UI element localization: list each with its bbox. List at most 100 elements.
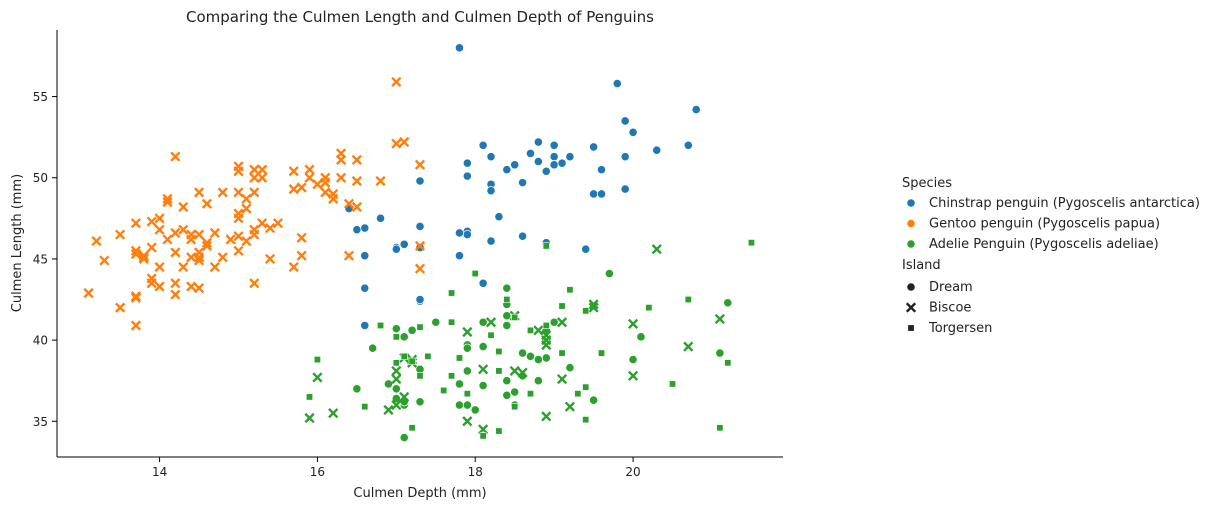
data-point [463, 390, 471, 398]
data-point [391, 373, 402, 385]
legend-label-island: Biscoe [929, 301, 971, 316]
legend-marker [905, 302, 917, 313]
data-point [193, 187, 205, 198]
data-point [542, 242, 550, 250]
data-point [257, 164, 268, 175]
data-point [462, 171, 472, 181]
x-tick-label: 18 [468, 465, 483, 479]
data-point [509, 365, 520, 377]
data-point [582, 307, 590, 315]
legend-marker [906, 239, 916, 249]
data-point [684, 296, 692, 304]
data-point [408, 424, 416, 432]
data-point [542, 321, 550, 329]
data-point [669, 380, 677, 388]
data-point [636, 332, 646, 342]
data-point [335, 154, 347, 165]
data-point [91, 235, 102, 247]
data-point [391, 324, 401, 334]
y-ticks: 35 40 45 50 55 [33, 90, 57, 429]
data-point [193, 229, 205, 240]
data-point [138, 253, 149, 265]
data-point [233, 166, 244, 177]
data-point [462, 343, 472, 353]
data-point [525, 351, 536, 361]
data-point [564, 401, 576, 412]
data-point [170, 289, 181, 300]
legend-label-island: Dream [929, 280, 973, 295]
legend-title-species: Species [902, 176, 952, 191]
data-point [454, 228, 465, 238]
legend-title-island: Island [902, 258, 941, 273]
data-point [478, 341, 488, 352]
data-point [652, 145, 662, 155]
data-point [724, 359, 732, 367]
data-point [186, 234, 197, 245]
data-point [343, 198, 355, 209]
data-point [233, 245, 244, 256]
data-point [582, 383, 590, 391]
data-point [525, 148, 536, 158]
data-point [478, 364, 489, 375]
data-point [154, 213, 165, 224]
data-point [343, 250, 355, 261]
data-point [517, 231, 528, 241]
data-point [510, 160, 520, 170]
data-point [723, 298, 733, 308]
data-point [115, 302, 126, 313]
data-point [209, 261, 220, 273]
data-point [604, 268, 614, 279]
data-point [478, 380, 488, 391]
data-point [154, 261, 165, 273]
data-point [533, 325, 544, 336]
data-point [217, 252, 228, 263]
data-point [556, 317, 568, 328]
data-point [170, 278, 181, 289]
data-point [448, 372, 456, 380]
data-point [588, 302, 599, 313]
data-point [391, 393, 401, 404]
data-point [257, 218, 268, 229]
data-point [627, 318, 639, 329]
data-point [99, 255, 110, 266]
data-point [115, 229, 126, 240]
data-point [360, 320, 370, 331]
data-point [368, 343, 378, 353]
data-point [414, 159, 426, 170]
data-point [502, 283, 512, 293]
data-point [146, 242, 157, 253]
data-point [462, 158, 472, 168]
data-point [462, 229, 472, 240]
data-point [264, 222, 276, 234]
data-point [645, 304, 653, 312]
data-point [533, 137, 543, 147]
data-point [312, 179, 323, 190]
data-point [392, 359, 400, 367]
data-point [526, 390, 534, 398]
data-point [264, 253, 276, 265]
data-point [162, 234, 173, 245]
data-point [257, 172, 268, 183]
data-point [375, 213, 386, 223]
data-point [470, 405, 480, 415]
x-ticks: 14 16 18 20 [152, 457, 641, 479]
chart-title: Comparing the Culmen Length and Culmen D… [186, 8, 654, 26]
data-point [391, 399, 402, 411]
data-point [462, 366, 472, 376]
data-point [408, 357, 416, 365]
data-point [620, 152, 630, 162]
data-point [186, 252, 197, 263]
data-point [414, 263, 426, 274]
data-point [589, 142, 599, 152]
data-point [597, 349, 605, 357]
legend-marker [906, 218, 916, 229]
data-point [383, 379, 394, 389]
data-point [448, 289, 456, 297]
data-point [170, 151, 181, 162]
data-point [628, 127, 638, 137]
data-point [541, 353, 551, 363]
data-point [170, 247, 181, 258]
data-point [462, 400, 472, 410]
data-point [416, 372, 424, 380]
data-point [479, 432, 487, 440]
